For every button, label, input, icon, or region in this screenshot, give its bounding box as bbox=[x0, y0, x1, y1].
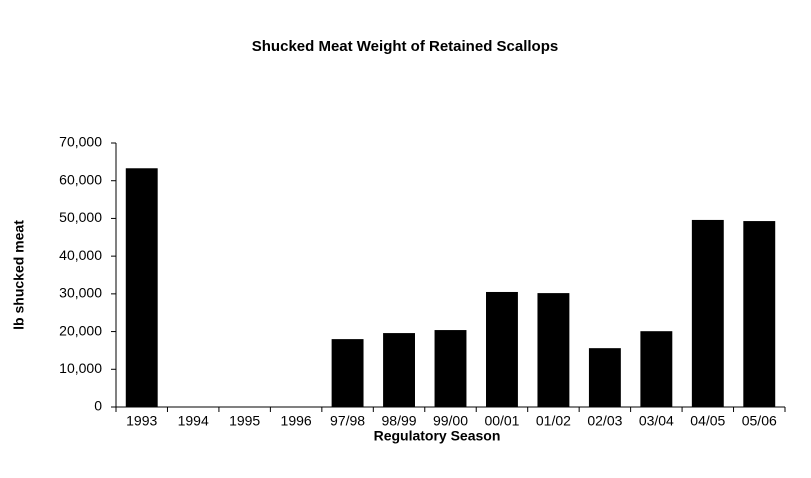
y-axis-title: lb shucked meat bbox=[11, 220, 27, 330]
x-tick-label: 01/02 bbox=[536, 413, 571, 429]
bar bbox=[383, 333, 415, 407]
bar bbox=[434, 330, 467, 407]
bar bbox=[537, 293, 570, 407]
bar bbox=[331, 339, 364, 407]
x-tick-label: 1994 bbox=[178, 413, 209, 429]
x-tick-label: 02/03 bbox=[587, 413, 622, 429]
y-tick-label: 40,000 bbox=[59, 247, 102, 263]
bar bbox=[640, 331, 673, 407]
y-tick-label: 10,000 bbox=[59, 360, 102, 376]
bar bbox=[691, 219, 724, 407]
x-tick-label: 1993 bbox=[126, 413, 157, 429]
x-tick-label: 99/00 bbox=[433, 413, 468, 429]
bar bbox=[588, 348, 621, 407]
x-tick-label: 1995 bbox=[229, 413, 260, 429]
x-tick-label: 1996 bbox=[281, 413, 312, 429]
y-tick-label: 20,000 bbox=[59, 322, 102, 338]
x-tick-label: 03/04 bbox=[639, 413, 674, 429]
y-tick-label: 0 bbox=[94, 398, 102, 414]
chart-title: Shucked Meat Weight of Retained Scallops bbox=[252, 38, 558, 55]
x-tick-label: 04/05 bbox=[690, 413, 725, 429]
y-tick-label: 30,000 bbox=[59, 285, 102, 301]
x-tick-label: 97/98 bbox=[330, 413, 365, 429]
y-tick-label: 50,000 bbox=[59, 209, 102, 225]
bar bbox=[743, 221, 776, 407]
bar bbox=[486, 291, 518, 407]
y-tick-label: 60,000 bbox=[59, 171, 102, 187]
x-tick-label: 00/01 bbox=[484, 413, 519, 429]
y-tick-label: 70,000 bbox=[59, 134, 102, 150]
bar bbox=[125, 168, 158, 407]
x-tick-label: 05/06 bbox=[742, 413, 777, 429]
x-axis-title: Regulatory Season bbox=[374, 428, 501, 444]
x-tick-label: 98/99 bbox=[382, 413, 417, 429]
